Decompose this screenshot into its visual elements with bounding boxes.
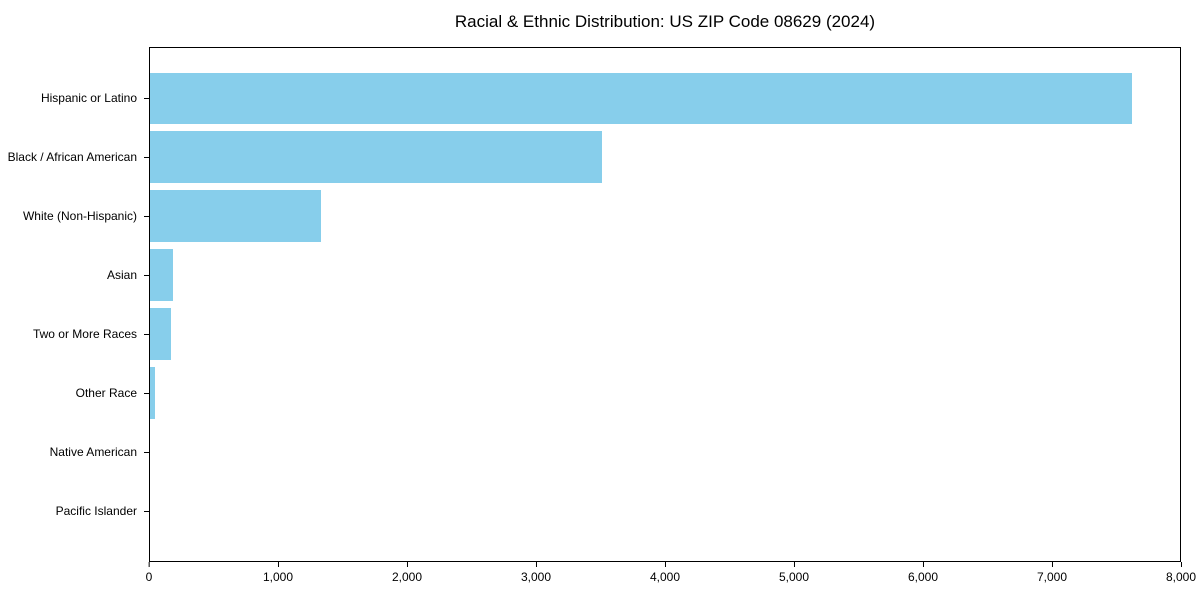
x-tick: 6,000 xyxy=(908,562,938,584)
y-label-row: Other Race xyxy=(0,364,149,423)
bar-row xyxy=(150,128,1180,187)
x-tick-label: 7,000 xyxy=(1036,570,1068,584)
y-label-row: Asian xyxy=(0,245,149,304)
y-category-label: Pacific Islander xyxy=(55,504,137,519)
x-tick-label: 5,000 xyxy=(778,570,810,584)
x-tick-mark xyxy=(1180,562,1182,567)
x-tick-mark xyxy=(277,562,279,567)
x-tick-mark xyxy=(922,562,924,567)
y-tick-mark xyxy=(144,274,149,276)
y-category-label: Asian xyxy=(106,267,137,282)
bar-row xyxy=(150,246,1180,305)
bar xyxy=(150,131,602,184)
bar-row xyxy=(150,69,1180,128)
x-tick: 0 xyxy=(145,562,153,584)
y-axis-labels: Hispanic or Latino Black / African Americ… xyxy=(0,47,149,562)
x-tick: 8,000 xyxy=(1166,562,1196,584)
bar xyxy=(150,249,174,301)
y-label-row: Two or More Races xyxy=(0,305,149,364)
x-tick-mark xyxy=(793,562,795,567)
y-category-label: Black / African American xyxy=(7,149,137,164)
x-tick-label: 6,000 xyxy=(907,570,939,584)
y-tick-mark xyxy=(144,393,149,395)
bar xyxy=(150,366,156,419)
y-label-row: Pacific Islander xyxy=(0,482,149,541)
y-tick-mark xyxy=(144,156,149,158)
x-tick: 3,000 xyxy=(521,562,551,584)
bar xyxy=(150,308,172,360)
bars-container xyxy=(150,48,1180,561)
x-tick: 4,000 xyxy=(650,562,680,584)
y-tick-mark xyxy=(144,215,149,217)
bar xyxy=(150,72,1133,125)
x-tick-label: 0 xyxy=(145,570,153,584)
y-category-label: Hispanic or Latino xyxy=(40,90,137,105)
x-tick-label: 3,000 xyxy=(520,570,552,584)
y-category-label: White (Non-Hispanic) xyxy=(22,208,137,223)
chart-title: Racial & Ethnic Distribution: US ZIP Cod… xyxy=(454,12,876,31)
x-tick-mark xyxy=(148,562,150,567)
x-tick-mark xyxy=(535,562,537,567)
x-tick: 5,000 xyxy=(779,562,809,584)
y-tick-mark xyxy=(144,452,149,454)
y-label-row: Hispanic or Latino xyxy=(0,68,149,127)
x-axis: 0 1,000 2,000 3,000 4,000 5,000 6,000 7,000 8,00… xyxy=(145,562,1196,592)
y-category-label: Two or More Races xyxy=(32,327,137,342)
x-tick-label: 4,000 xyxy=(649,570,681,584)
x-tick-mark xyxy=(664,562,666,567)
x-tick-mark xyxy=(406,562,408,567)
y-category-label: Other Race xyxy=(75,386,137,401)
plot-area xyxy=(149,47,1181,562)
x-tick-label: 8,000 xyxy=(1165,570,1197,584)
y-tick-mark xyxy=(144,97,149,99)
x-tick: 7,000 xyxy=(1037,562,1067,584)
y-label-row: Native American xyxy=(0,423,149,482)
x-tick-mark xyxy=(1051,562,1053,567)
bar-row xyxy=(150,305,1180,364)
y-label-row: White (Non-Hispanic) xyxy=(0,186,149,245)
y-tick-mark xyxy=(144,334,149,336)
bar-row xyxy=(150,481,1180,540)
x-tick-label: 1,000 xyxy=(262,570,294,584)
y-category-label: Native American xyxy=(49,445,137,460)
bar-row xyxy=(150,363,1180,422)
x-tick: 1,000 xyxy=(263,562,293,584)
bar-row xyxy=(150,187,1180,246)
bar xyxy=(150,190,322,243)
x-tick: 2,000 xyxy=(392,562,422,584)
y-tick-mark xyxy=(144,511,149,513)
y-label-row: Black / African American xyxy=(0,127,149,186)
x-tick-label: 2,000 xyxy=(391,570,423,584)
bar-row xyxy=(150,422,1180,481)
